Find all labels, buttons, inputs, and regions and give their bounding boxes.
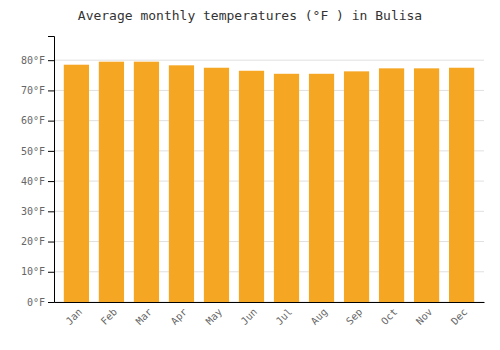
tick-mark [48,90,54,91]
tick: 0°F [27,297,54,308]
tick-mark [48,151,54,152]
tick-label: May [204,306,225,327]
tick-label: 80°F [21,55,45,66]
tick-mark [48,242,54,243]
title: Average monthly temperatures (°F ) in Bu… [78,8,422,23]
tick-mark [48,181,54,182]
bar [99,62,124,302]
tick: Apr [169,306,190,327]
tick: 50°F [21,146,54,157]
tick-label: 40°F [21,176,45,187]
tick-label: Jun [239,306,260,327]
bar [169,65,194,302]
tick-label: Dec [449,306,470,327]
tick: 20°F [21,236,54,247]
tick-mark [48,60,54,61]
tick: Aug [309,306,330,327]
tick: Jun [239,306,260,327]
tick: 60°F [21,115,54,126]
bar [274,74,299,302]
tick-label: Aug [309,306,330,327]
tick-label: Oct [379,306,400,327]
y-axis: 0°F 10°F 20°F 30°F 40°F 50°F 60°F 70°F 80°F [21,37,55,308]
tick-label: 60°F [21,115,45,126]
grid-line [54,60,484,61]
tick-label: Mar [134,306,155,327]
tick-mark [48,211,54,212]
tick: 30°F [21,206,54,217]
tick: Oct [379,306,400,327]
tick: Nov [414,306,435,327]
plot: Jan Feb Mar Apr May Jun Jul Aug Sep Oct Nov Dec 0°F 1… [21,37,485,327]
tick-label: Nov [414,306,435,327]
tick: 10°F [21,266,54,277]
tick-mark [48,121,54,122]
tick-label: 10°F [21,266,45,277]
tick: Jul [274,306,295,327]
bar [414,68,439,302]
bar [344,71,369,302]
bar [64,65,89,302]
grid [54,60,484,302]
bar [204,68,229,302]
tick-label: 20°F [21,236,45,247]
tick: Dec [449,306,470,327]
tick: Feb [99,306,120,327]
bar [134,62,159,302]
tick-label: Jul [274,306,295,327]
tick: 40°F [21,176,54,187]
tick-label: 70°F [21,85,45,96]
tick: May [204,306,225,327]
tick: 70°F [21,85,54,96]
axis-line [55,302,485,303]
tick-mark [48,302,54,303]
tick-label: Apr [169,306,190,327]
bar [239,71,264,302]
axis-line [48,37,55,303]
tick-label: Jan [64,306,85,327]
tick: 80°F [21,55,54,66]
tick-mark [48,272,54,273]
tick: Jan [64,306,85,327]
bar [379,68,404,302]
tick-label: Sep [344,306,365,327]
tick-label: Feb [99,306,120,327]
x-axis: Jan Feb Mar Apr May Jun Jul Aug Sep Oct Nov Dec [55,303,485,327]
tick: Mar [134,306,155,327]
tick-label: 30°F [21,206,45,217]
tick: Sep [344,306,365,327]
tick-label: 50°F [21,146,45,157]
bar [449,68,474,302]
tick-label: 0°F [27,297,45,308]
bars [64,62,474,302]
bar [309,74,334,302]
chart: Average monthly temperatures (°F ) in Bu… [0,0,500,350]
